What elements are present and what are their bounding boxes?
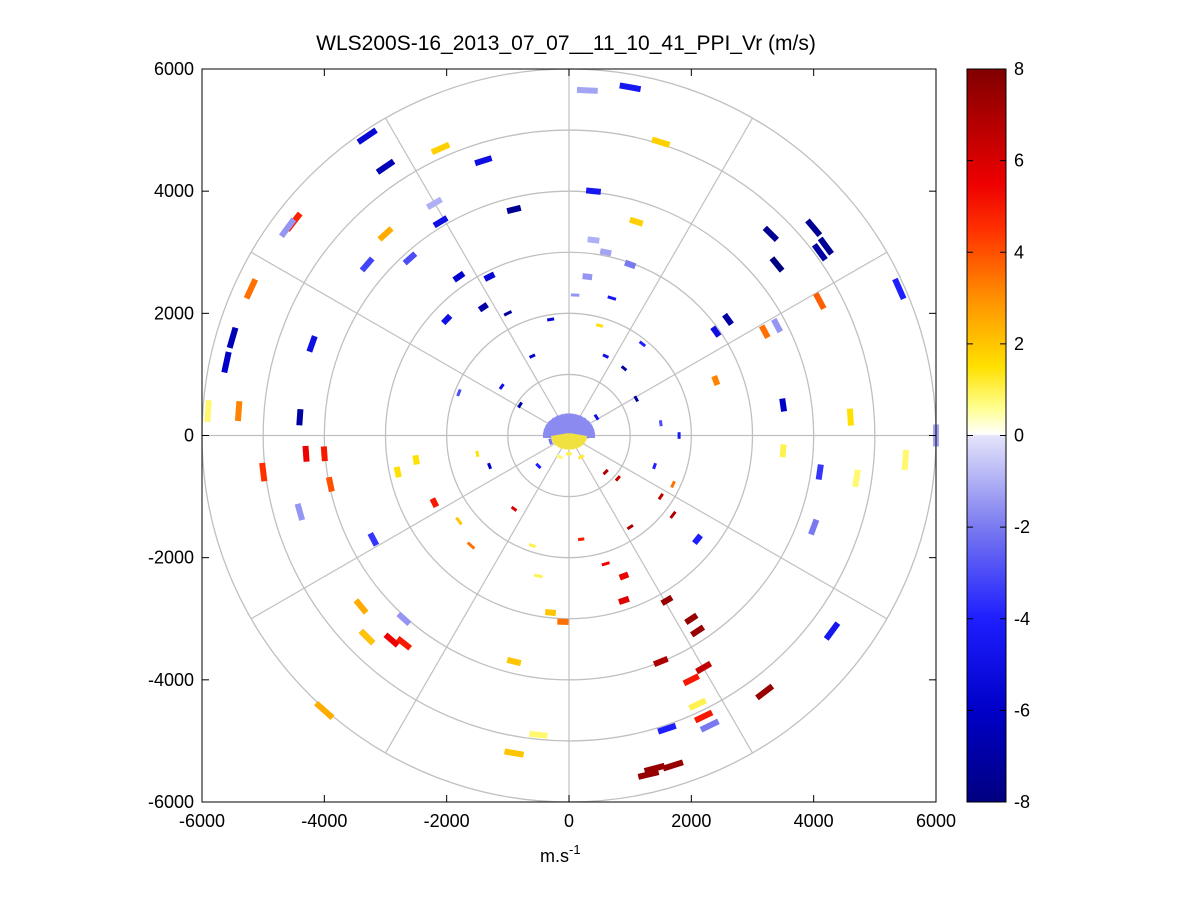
chart-title: WLS200S-16_2013_07_07__11_10_41_PPI_Vr (… [316,32,816,55]
colorbar-tick-label: 8 [1014,59,1024,79]
colorbar-tick-label: 0 [1014,426,1024,446]
data-point [571,293,580,296]
y-tick-label: -4000 [148,670,194,690]
colorbar-tick-label: -6 [1014,700,1030,720]
x-tick-label: -6000 [179,811,225,831]
x-axis-label-exponent: -1 [569,842,581,857]
data-point [847,409,854,426]
y-tick-label: 6000 [154,59,194,79]
near-field-gate [569,436,587,439]
data-point [678,432,681,439]
x-axis-label: m.s-1 [540,842,581,866]
chart: WLS200S-16_2013_07_07__11_10_41_PPI_Vr (… [0,0,1201,901]
data-point [566,452,572,455]
colorbar-tick-label: 2 [1014,334,1024,354]
data-point [577,87,598,94]
y-tick-label: 2000 [154,303,194,323]
data-point [321,446,328,461]
data-point [302,446,309,462]
data-point [545,609,556,616]
colorbar-tick-label: 6 [1014,151,1024,171]
colorbar-tick-label: -8 [1014,792,1030,812]
x-tick-label: -2000 [424,811,470,831]
x-tick-label: -4000 [301,811,347,831]
y-tick-label: 0 [184,426,194,446]
y-tick-label: -2000 [148,548,194,568]
colorbar: -8 -6 -4 -2 0 2 4 6 8 [967,59,1030,812]
colorbar-tick-label: -4 [1014,609,1030,629]
data-point [296,409,303,426]
plot-area: -6000 -4000 -2000 0 2000 4000 6000 -6000 -4000 -2… [148,59,956,831]
data-point [780,444,787,457]
data-point [582,273,592,280]
data-point [557,619,568,625]
x-axis-label-base: m.s [540,846,569,866]
x-tick-label: 6000 [916,811,956,831]
colorbar-tick-label: 4 [1014,242,1024,262]
y-tick-label: -6000 [148,792,194,812]
colorbar-tick-label: -2 [1014,517,1030,537]
y-tick-label: 4000 [154,181,194,201]
x-tick-label: 4000 [794,811,834,831]
x-tick-label: 2000 [671,811,711,831]
x-tick-label: 0 [564,811,574,831]
